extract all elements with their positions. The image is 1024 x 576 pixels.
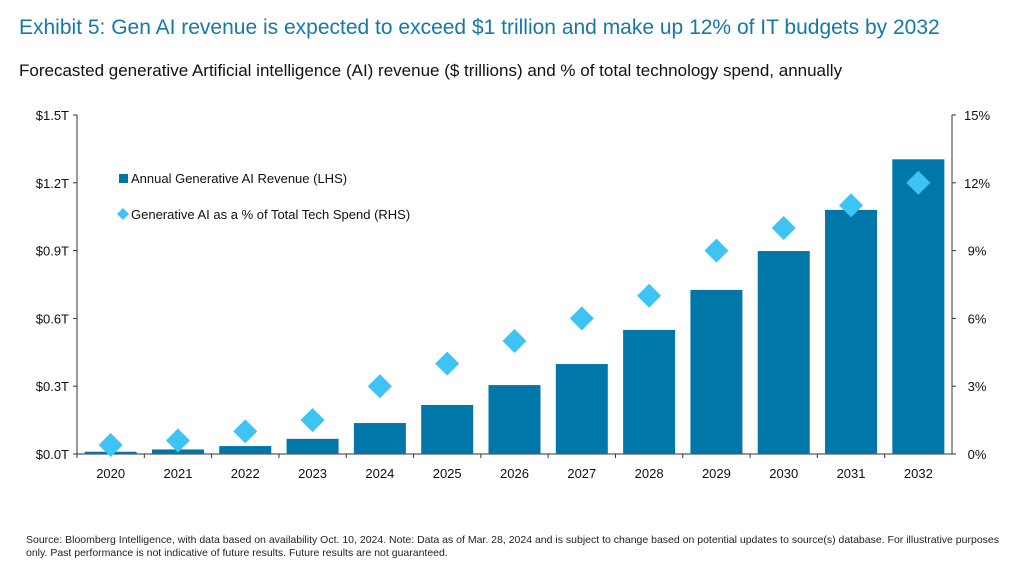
revenue-bar	[825, 209, 878, 454]
left-tick-label: $0.6T	[36, 311, 69, 326]
right-tick-label: 12%	[964, 176, 990, 191]
x-tick-label: 2022	[231, 466, 260, 481]
x-tick-label: 2027	[567, 466, 596, 481]
percent-diamond	[839, 193, 864, 218]
percent-diamond	[771, 216, 796, 240]
right-tick-label: 6%	[968, 311, 987, 326]
right-tick-label: 9%	[968, 244, 987, 259]
legend-label-revenue: Annual Generative AI Revenue (LHS)	[131, 171, 347, 186]
x-tick-label: 2029	[702, 466, 731, 481]
percent-diamond	[435, 351, 460, 376]
legend-diamond-swatch	[117, 208, 129, 220]
x-tick-label: 2032	[904, 466, 933, 481]
legend-bar-swatch	[119, 174, 128, 183]
right-tick-label: 15%	[964, 108, 990, 123]
revenue-bar	[219, 446, 272, 454]
x-tick-label: 2028	[635, 466, 664, 481]
revenue-bar	[421, 404, 474, 454]
left-tick-label: $1.2T	[36, 176, 69, 191]
percent-diamond	[165, 428, 190, 453]
x-tick-label: 2026	[500, 466, 529, 481]
x-tick-label: 2020	[96, 466, 125, 481]
x-tick-label: 2025	[433, 466, 462, 481]
left-tick-label: $1.5T	[36, 108, 69, 123]
revenue-bar	[690, 289, 743, 454]
x-tick-label: 2023	[298, 466, 327, 481]
revenue-bar	[757, 251, 810, 454]
percent-diamond	[637, 283, 662, 308]
percent-diamond	[569, 306, 594, 331]
x-tick-label: 2021	[164, 466, 193, 481]
percent-diamond	[502, 329, 527, 353]
percent-diamond	[367, 374, 392, 399]
chart-title: Exhibit 5: Gen AI revenue is expected to…	[19, 16, 940, 39]
percent-diamond	[233, 419, 258, 444]
revenue-bar	[892, 159, 945, 454]
source-note: Source: Bloomberg Intelligence, with dat…	[26, 534, 999, 559]
revenue-bar	[623, 329, 676, 454]
revenue-bar	[286, 438, 339, 454]
revenue-bar	[353, 423, 406, 454]
percent-diamond	[300, 408, 325, 433]
left-tick-label: $0.3T	[36, 379, 69, 394]
x-tick-label: 2031	[837, 466, 866, 481]
left-tick-label: $0.0T	[36, 447, 69, 462]
legend-label-percent: Generative AI as a % of Total Tech Spend…	[131, 207, 410, 222]
revenue-bar	[555, 364, 608, 454]
left-tick-label: $0.9T	[36, 244, 69, 259]
x-tick-label: 2030	[769, 466, 798, 481]
chart-subtitle: Forecasted generative Artificial intelli…	[19, 61, 843, 80]
percent-diamond	[906, 170, 931, 195]
percent-diamond	[98, 432, 123, 457]
x-tick-label: 2024	[365, 466, 394, 481]
percent-diamond	[704, 238, 729, 263]
revenue-bar	[488, 385, 541, 454]
right-tick-label: 3%	[968, 379, 987, 394]
right-tick-label: 0%	[968, 447, 987, 462]
